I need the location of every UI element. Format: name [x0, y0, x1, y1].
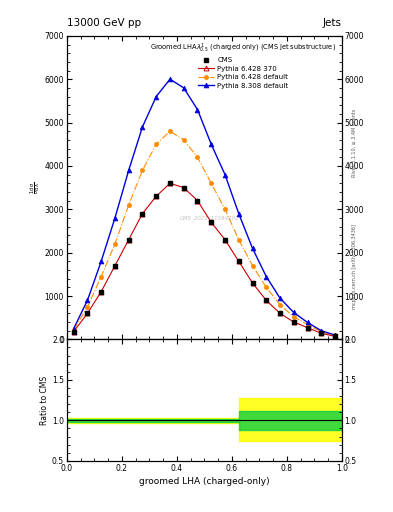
Pythia 6.428 370	[168, 180, 173, 186]
Pythia 6.428 370	[305, 325, 310, 331]
Line: Pythia 6.428 default: Pythia 6.428 default	[72, 129, 337, 337]
CMS	[99, 289, 104, 295]
Pythia 6.428 370	[154, 193, 159, 199]
Pythia 6.428 370	[237, 258, 241, 264]
CMS	[264, 297, 269, 304]
Pythia 6.428 default	[292, 314, 296, 320]
Pythia 6.428 370	[278, 310, 283, 316]
Pythia 6.428 default	[154, 141, 159, 147]
Pythia 6.428 default	[85, 304, 90, 310]
Pythia 6.428 default	[140, 167, 145, 174]
Pythia 6.428 370	[264, 297, 269, 304]
Pythia 6.428 default	[182, 137, 186, 143]
CMS	[113, 263, 118, 269]
CMS	[237, 258, 241, 264]
Y-axis label: $\mathregular{\frac{1}{\mathit{\sigma}}}$$\mathregular{\frac{d\sigma}{d\lambda}}: $\mathregular{\frac{1}{\mathit{\sigma}}}…	[29, 182, 43, 194]
Pythia 6.428 370	[250, 280, 255, 286]
Pythia 6.428 default	[237, 237, 241, 243]
CMS	[127, 237, 131, 243]
Pythia 6.428 370	[72, 329, 76, 335]
Pythia 8.308 default	[195, 106, 200, 113]
CMS	[305, 325, 310, 331]
Pythia 6.428 370	[222, 237, 227, 243]
CMS	[250, 280, 255, 286]
Line: Pythia 6.428 370: Pythia 6.428 370	[71, 181, 338, 339]
Pythia 8.308 default	[278, 295, 283, 301]
Pythia 6.428 default	[113, 241, 118, 247]
Text: Jets: Jets	[323, 18, 342, 28]
Line: Pythia 8.308 default: Pythia 8.308 default	[71, 77, 338, 337]
Pythia 8.308 default	[264, 273, 269, 280]
Pythia 6.428 default	[264, 284, 269, 290]
Text: Rivet 3.1.10, ≥ 3.4M events: Rivet 3.1.10, ≥ 3.4M events	[352, 109, 357, 178]
Pythia 6.428 default	[278, 302, 283, 308]
Pythia 8.308 default	[72, 326, 76, 332]
Pythia 6.428 default	[305, 322, 310, 328]
Text: 13000 GeV pp: 13000 GeV pp	[67, 18, 141, 28]
Pythia 6.428 default	[222, 206, 227, 212]
Pythia 8.308 default	[85, 297, 90, 304]
CMS	[85, 310, 90, 316]
Pythia 6.428 default	[168, 128, 173, 134]
CMS	[195, 198, 200, 204]
CMS	[140, 210, 145, 217]
Pythia 8.308 default	[305, 319, 310, 326]
CMS	[72, 329, 76, 335]
Pythia 8.308 default	[333, 332, 338, 338]
X-axis label: groomed LHA (charged-only): groomed LHA (charged-only)	[139, 477, 270, 486]
Pythia 8.308 default	[319, 328, 324, 334]
Pythia 8.308 default	[113, 215, 118, 221]
CMS	[209, 219, 214, 225]
Y-axis label: Ratio to CMS: Ratio to CMS	[40, 375, 49, 424]
CMS	[319, 330, 324, 336]
Line: CMS: CMS	[72, 182, 337, 338]
CMS	[222, 237, 227, 243]
Text: mcplots.cern.ch [arXiv:1306.3436]: mcplots.cern.ch [arXiv:1306.3436]	[352, 224, 357, 309]
Pythia 6.428 370	[292, 319, 296, 325]
Pythia 6.428 default	[209, 180, 214, 186]
Pythia 8.308 default	[140, 124, 145, 130]
Pythia 8.308 default	[99, 258, 104, 264]
Pythia 6.428 370	[85, 310, 90, 316]
Pythia 6.428 370	[113, 263, 118, 269]
Pythia 6.428 default	[333, 332, 338, 338]
Pythia 8.308 default	[292, 309, 296, 315]
Pythia 8.308 default	[168, 76, 173, 82]
CMS	[292, 319, 296, 325]
Pythia 6.428 default	[72, 327, 76, 333]
Pythia 8.308 default	[209, 141, 214, 147]
Pythia 6.428 370	[333, 333, 338, 339]
Pythia 6.428 370	[127, 237, 131, 243]
Pythia 6.428 default	[319, 329, 324, 335]
Legend: CMS, Pythia 6.428 370, Pythia 6.428 default, Pythia 8.308 default: CMS, Pythia 6.428 370, Pythia 6.428 defa…	[148, 39, 338, 91]
Pythia 6.428 default	[127, 202, 131, 208]
Pythia 6.428 default	[99, 273, 104, 280]
Pythia 6.428 370	[195, 198, 200, 204]
Pythia 8.308 default	[127, 167, 131, 174]
Text: CMS_2021_11584492: CMS_2021_11584492	[180, 215, 240, 221]
Pythia 6.428 370	[209, 219, 214, 225]
CMS	[154, 193, 159, 199]
Pythia 6.428 370	[140, 210, 145, 217]
Pythia 6.428 370	[319, 330, 324, 336]
Pythia 8.308 default	[250, 245, 255, 251]
Pythia 8.308 default	[154, 94, 159, 100]
CMS	[182, 184, 186, 190]
CMS	[278, 310, 283, 316]
Pythia 6.428 370	[99, 289, 104, 295]
CMS	[333, 333, 338, 339]
Pythia 8.308 default	[222, 172, 227, 178]
Pythia 6.428 370	[182, 184, 186, 190]
Pythia 6.428 default	[195, 154, 200, 160]
CMS	[168, 180, 173, 186]
Pythia 6.428 default	[250, 263, 255, 269]
Pythia 8.308 default	[182, 85, 186, 91]
Pythia 8.308 default	[237, 210, 241, 217]
